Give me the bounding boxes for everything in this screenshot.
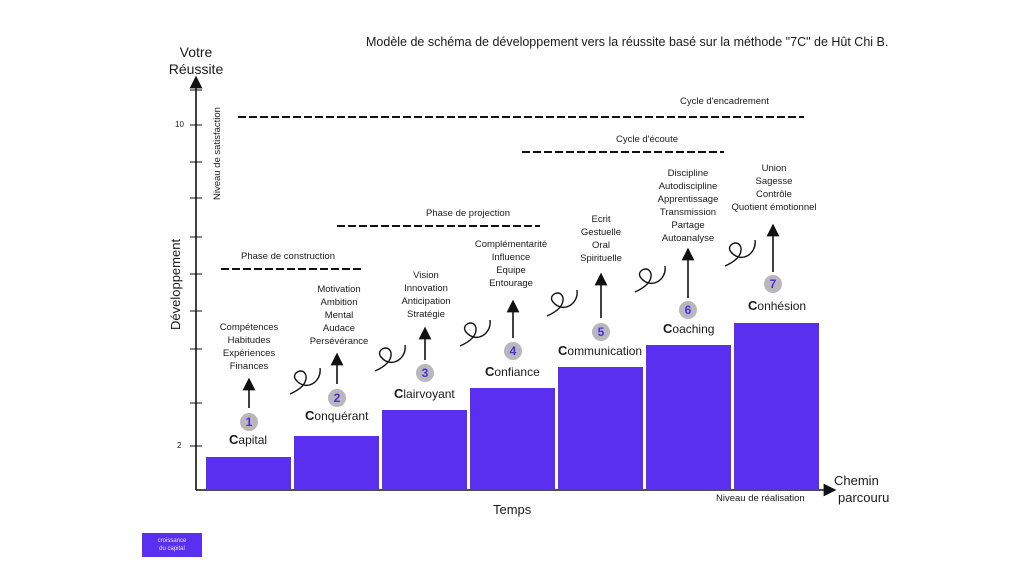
y-tick-label-10: 10 (175, 120, 184, 129)
stage-2-item: Motivation (317, 284, 361, 295)
stage-7-item: Sagesse (755, 176, 793, 187)
y-axis-title-line2: Réussite (168, 61, 224, 77)
stage-4-item: Influence (491, 252, 531, 263)
stage-1-items: Compétences Habitudes Expériences Financ… (209, 321, 289, 373)
stage-7-items: Union Sagesse Contrôle Quotient émotionn… (724, 162, 824, 214)
stage-7-initial: C (748, 298, 758, 313)
stage-3-initial: C (394, 386, 404, 401)
bar-stage-7 (734, 323, 819, 490)
stage-2-initial: C (305, 408, 315, 423)
stage-6-item: Discipline (667, 168, 709, 179)
bar-stage-6 (646, 345, 731, 490)
stage-7-item: Quotient émotionnel (731, 202, 817, 213)
cycle-encadrement-label: Cycle d'encadrement (680, 96, 769, 107)
y-axis-title: Votre Réussite (166, 44, 226, 78)
y-ticks (190, 89, 202, 447)
stage-4-name: Confiance (485, 364, 540, 379)
legend-box: croissance du capital (142, 533, 202, 557)
stage-2-item: Mental (324, 310, 354, 321)
x-axis-end-line2: parcouru (838, 490, 890, 505)
stage-5-name: Communication (558, 343, 642, 358)
growth-arrows (242, 223, 780, 408)
stage-4-item: Entourage (489, 278, 533, 289)
stage-2-name: Conquérant (305, 408, 368, 423)
stage-3-items: Vision Innovation Anticipation Stratégie (386, 269, 466, 321)
x-axis-label: Temps (493, 502, 532, 517)
stage-2-items: Motivation Ambition Mental Audace Persév… (297, 283, 381, 348)
stage-5-name-rest: ommunication (567, 344, 643, 358)
stage-7-item: Contrôle (756, 189, 792, 200)
stage-2-item: Audace (322, 323, 356, 334)
stage-bars (206, 323, 819, 490)
stage-2-name-rest: onquérant (314, 409, 369, 423)
diagram-title: Modèle de schéma de développement vers l… (366, 35, 889, 49)
bar-stage-5 (558, 367, 643, 490)
stage-7-item: Union (761, 163, 787, 174)
stage-3-item: Stratégie (406, 309, 446, 320)
phase-lines (221, 116, 804, 270)
bar-stage-3 (382, 410, 467, 490)
stage-2-item: Persévérance (309, 336, 369, 347)
satisfaction-label: Niveau de satisfaction (212, 107, 223, 200)
stage-1-initial: C (229, 432, 239, 447)
stage-5-initial: C (558, 343, 568, 358)
stage-3-badge: 3 (416, 364, 434, 382)
cycle-ecoute-label: Cycle d'écoute (616, 134, 679, 145)
stage-1-badge: 1 (240, 413, 258, 431)
stage-5-item: Ecrit (591, 214, 611, 225)
stage-6-item: Autodiscipline (658, 181, 718, 192)
stage-7-name: Conhésion (748, 298, 806, 313)
stage-3-name-rest: lairvoyant (403, 387, 455, 401)
stage-4-name-rest: onfiance (494, 365, 540, 379)
stage-5-item: Oral (592, 240, 610, 251)
stage-3-item: Vision (413, 270, 439, 281)
stage-5-items: Ecrit Gestuelle Oral Spirituelle (561, 213, 641, 265)
stage-3-item: Innovation (404, 283, 448, 294)
realisation-label: Niveau de réalisation (716, 493, 805, 504)
y-tick-label-2: 2 (177, 441, 182, 450)
bar-stage-1 (206, 457, 291, 490)
stage-1-name: Capital (229, 432, 267, 447)
stage-6-item: Transmission (659, 207, 717, 218)
legend-line1: croissance (157, 538, 187, 544)
stage-5-badge: 5 (592, 323, 610, 341)
stage-1-item: Finances (229, 361, 269, 372)
stage-1-item: Compétences (219, 322, 279, 333)
stage-4-item: Complémentarité (474, 239, 548, 250)
stage-4-items: Complémentarité Influence Equipe Entoura… (466, 238, 556, 290)
x-axis-end-line1: Chemin (834, 473, 879, 488)
bar-stage-2 (294, 436, 379, 490)
stage-4-initial: C (485, 364, 495, 379)
stage-1-item: Habitudes (227, 335, 271, 346)
phase-projection-label: Phase de projection (426, 208, 510, 219)
stage-4-badge: 4 (504, 342, 522, 360)
x-axis-end-label: Chemin parcouru (834, 472, 889, 506)
stage-2-item: Ambition (320, 297, 358, 308)
stage-5-item: Gestuelle (580, 227, 622, 238)
stage-6-name: Coaching (663, 321, 714, 336)
stage-4-item: Equipe (496, 265, 526, 276)
stage-7-badge: 7 (764, 275, 782, 293)
curl-arrows (289, 239, 756, 395)
stage-6-item: Apprentissage (657, 194, 719, 205)
stage-6-badge: 6 (679, 301, 697, 319)
y-axis-label: Développement (168, 238, 183, 330)
stage-6-initial: C (663, 321, 673, 336)
stage-2-badge: 2 (328, 389, 346, 407)
phase-construction-label: Phase de construction (241, 251, 336, 262)
legend-line2: du capital (159, 546, 185, 552)
stage-6-items: Discipline Autodiscipline Apprentissage … (646, 167, 730, 245)
stage-7-name-rest: onhésion (757, 299, 807, 313)
y-axis-title-line1: Votre (179, 44, 213, 60)
stage-1-item: Expériences (222, 348, 276, 359)
stage-3-item: Anticipation (401, 296, 451, 307)
bar-stage-4 (470, 388, 555, 490)
stage-1-name-rest: apital (238, 433, 268, 447)
stage-6-item: Autoanalyse (661, 233, 715, 244)
stage-6-item: Partage (671, 220, 705, 231)
stage-3-name: Clairvoyant (394, 386, 455, 401)
stage-5-item: Spirituelle (580, 253, 622, 264)
stage-6-name-rest: oaching (672, 322, 715, 336)
